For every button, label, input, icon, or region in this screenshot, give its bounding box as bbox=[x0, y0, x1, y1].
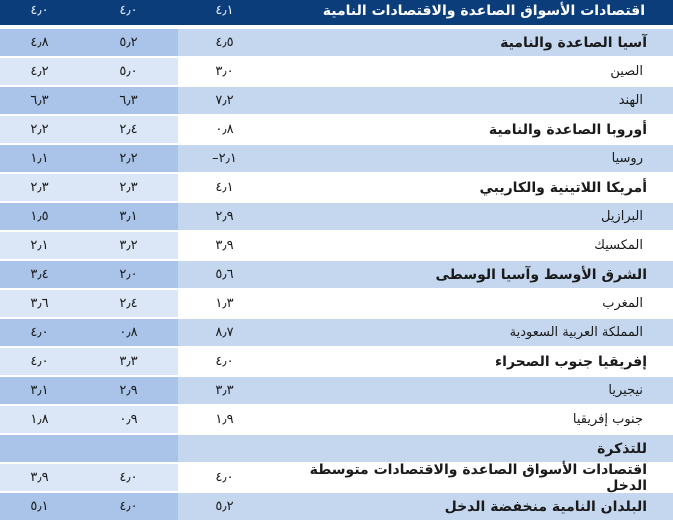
value-col-1: ٤٫٠ bbox=[178, 348, 271, 376]
row-label: المغرب bbox=[271, 290, 673, 318]
row-label: المملكة العربية السعودية bbox=[271, 319, 673, 347]
table-row: ١٫٥ ٣٫١ ٢٫٩ البرازيل bbox=[0, 203, 673, 231]
value-col-2: ٢٫٤ bbox=[79, 116, 178, 144]
row-label: أمريكا اللاتينية والكاريبي bbox=[271, 174, 673, 202]
value-col-1: ٤٫١ bbox=[178, 0, 271, 26]
value-col-1: ٠٫٨ bbox=[178, 116, 271, 144]
value-col-2: ٦٫٣ bbox=[79, 87, 178, 115]
table-row: ٣٫٩ ٤٫٠ ٤٫٠ اقتصادات الأسواق الصاعدة والاقت… bbox=[0, 462, 673, 494]
value-col-3: ٢٫٣ bbox=[0, 174, 79, 202]
row-label: أوروبا الصاعدة والنامية bbox=[271, 116, 673, 144]
row-label: روسيا bbox=[271, 145, 673, 173]
value-col-2: ٣٫١ bbox=[79, 203, 178, 231]
value-col-2: ٢٫٠ bbox=[79, 261, 178, 289]
value-col-3: ٣٫٦ bbox=[0, 290, 79, 318]
value-col-3: ٢٫٢ bbox=[0, 116, 79, 144]
value-col-2: ٠٫٩ bbox=[79, 406, 178, 434]
row-label: للتذكرة bbox=[271, 435, 673, 463]
table-row: ٤٫٢ ٥٫٠ ٣٫٠ الصين bbox=[0, 58, 673, 86]
row-label: الهند bbox=[271, 87, 673, 115]
row-label: المكسيك bbox=[271, 232, 673, 260]
table-row: ٣٫٤ ٢٫٠ ٥٫٦ الشرق الأوسط وآسيا الوسطى bbox=[0, 261, 673, 289]
value-col-3: ١٫٨ bbox=[0, 406, 79, 434]
row-label: اقتصادات الأسواق الصاعدة والاقتصادات متو… bbox=[271, 462, 673, 494]
row-label: اقتصادات الأسواق الصاعدة والاقتصادات الن… bbox=[271, 0, 673, 26]
table-row: ٤٫٠ ٠٫٨ ٨٫٧ المملكة العربية السعودية bbox=[0, 319, 673, 347]
value-col-1 bbox=[178, 435, 271, 463]
value-col-2: ٠٫٨ bbox=[79, 319, 178, 347]
value-col-3: ٤٫٠ bbox=[0, 348, 79, 376]
table-row: ٢٫١ ٣٫٢ ٣٫٩ المكسيك bbox=[0, 232, 673, 260]
value-col-2 bbox=[79, 435, 178, 463]
table-row: ٣٫٦ ٢٫٤ ١٫٣ المغرب bbox=[0, 290, 673, 318]
row-label: جنوب إفريقيا bbox=[271, 406, 673, 434]
value-col-3: ٤٫٠ bbox=[0, 319, 79, 347]
value-col-2: ٢٫٩ bbox=[79, 377, 178, 405]
row-label: البرازيل bbox=[271, 203, 673, 231]
table-row: ٢٫٢ ٢٫٤ ٠٫٨ أوروبا الصاعدة والنامية bbox=[0, 116, 673, 144]
value-col-2: ٥٫٠ bbox=[79, 58, 178, 86]
value-col-2: ٣٫٣ bbox=[79, 348, 178, 376]
value-col-2: ٥٫٢ bbox=[79, 29, 178, 57]
row-label: البلدان النامية منخفضة الدخل bbox=[271, 493, 673, 521]
table-row: للتذكرة bbox=[0, 435, 673, 463]
table-row: ٣٫١ ٢٫٩ ٣٫٣ نيجيريا bbox=[0, 377, 673, 405]
row-label: إفريقيا جنوب الصحراء bbox=[271, 348, 673, 376]
value-col-2: ٣٫٢ bbox=[79, 232, 178, 260]
table-row: ١٫٨ ٠٫٩ ١٫٩ جنوب إفريقيا bbox=[0, 406, 673, 434]
value-col-3: ٦٫٣ bbox=[0, 87, 79, 115]
value-col-3: ٤٫٢ bbox=[0, 58, 79, 86]
table-row: ٤٫٨ ٥٫٢ ٤٫٥ آسيا الصاعدة والنامية bbox=[0, 29, 673, 57]
row-label: آسيا الصاعدة والنامية bbox=[271, 29, 673, 57]
row-label: الصين bbox=[271, 58, 673, 86]
value-col-1: ٣٫٣ bbox=[178, 377, 271, 405]
value-col-1: ٣٫٠ bbox=[178, 58, 271, 86]
value-col-2: ٢٫٢ bbox=[79, 145, 178, 173]
value-col-2: ٢٫٣ bbox=[79, 174, 178, 202]
table-row: ٤٫٠ ٣٫٣ ٤٫٠ إفريقيا جنوب الصحراء bbox=[0, 348, 673, 376]
value-col-1: ٢٫٩ bbox=[178, 203, 271, 231]
value-col-1: ٧٫٢ bbox=[178, 87, 271, 115]
value-col-3: ٣٫٤ bbox=[0, 261, 79, 289]
value-col-1: ٥٫٢ bbox=[178, 493, 271, 521]
value-col-3: ١٫٥ bbox=[0, 203, 79, 231]
row-label: نيجيريا bbox=[271, 377, 673, 405]
value-col-1: ١٫٣ bbox=[178, 290, 271, 318]
value-col-3: ٣٫٩ bbox=[0, 464, 79, 492]
value-col-3: ٥٫١ bbox=[0, 493, 79, 521]
table-row: ١٫١ ٢٫٢ –٢٫١ روسيا bbox=[0, 145, 673, 173]
value-col-1: ٣٫٩ bbox=[178, 232, 271, 260]
value-col-1: ١٫٩ bbox=[178, 406, 271, 434]
value-col-2: ٢٫٤ bbox=[79, 290, 178, 318]
value-col-1: ٥٫٦ bbox=[178, 261, 271, 289]
value-col-1: ٤٫٥ bbox=[178, 29, 271, 57]
value-col-3: ٤٫٠ bbox=[0, 0, 79, 26]
value-col-3: ٢٫١ bbox=[0, 232, 79, 260]
table-row: ٢٫٣ ٢٫٣ ٤٫١ أمريكا اللاتينية والكاريبي bbox=[0, 174, 673, 202]
table-row: ٤٫٠ ٤٫٠ ٤٫١ اقتصادات الأسواق الصاعدة والاقت… bbox=[0, 0, 673, 26]
value-col-3: ٤٫٨ bbox=[0, 29, 79, 57]
table-row: ٥٫١ ٤٫٠ ٥٫٢ البلدان النامية منخفضة الدخل bbox=[0, 493, 673, 521]
row-label: الشرق الأوسط وآسيا الوسطى bbox=[271, 261, 673, 289]
value-col-2: ٤٫٠ bbox=[79, 0, 178, 26]
value-col-2: ٤٫٠ bbox=[79, 493, 178, 521]
value-col-1: –٢٫١ bbox=[178, 145, 271, 173]
table-row: ٦٫٣ ٦٫٣ ٧٫٢ الهند bbox=[0, 87, 673, 115]
value-col-1: ٨٫٧ bbox=[178, 319, 271, 347]
value-col-3 bbox=[0, 435, 79, 463]
value-col-1: ٤٫٠ bbox=[178, 464, 271, 492]
value-col-3: ٣٫١ bbox=[0, 377, 79, 405]
value-col-2: ٤٫٠ bbox=[79, 464, 178, 492]
value-col-1: ٤٫١ bbox=[178, 174, 271, 202]
value-col-3: ١٫١ bbox=[0, 145, 79, 173]
